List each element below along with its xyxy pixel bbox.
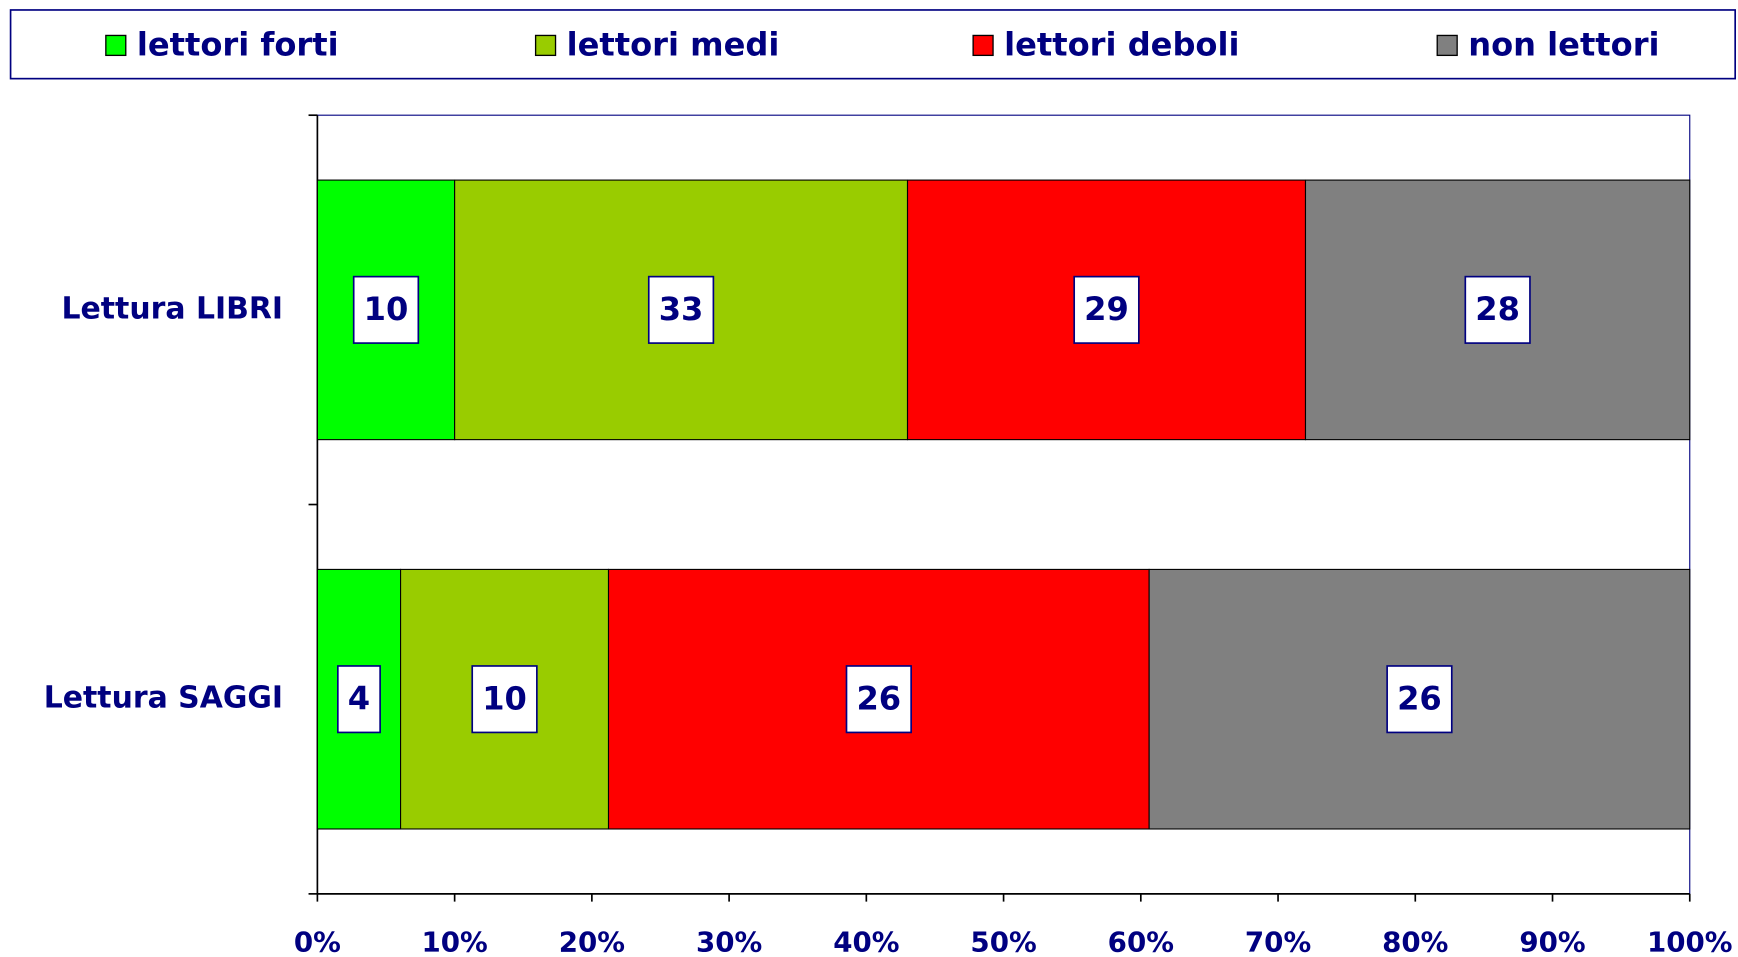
data-label-box bbox=[352, 275, 420, 344]
x-tick-label: 80% bbox=[1382, 926, 1448, 957]
data-label: 29 bbox=[1084, 290, 1129, 328]
data-label-box bbox=[471, 665, 538, 734]
x-tick-label: 10% bbox=[421, 926, 487, 957]
x-tick-label: 70% bbox=[1245, 926, 1311, 957]
x-tick-label: 30% bbox=[696, 926, 762, 957]
data-label: 10 bbox=[482, 679, 527, 717]
data-label-box bbox=[1073, 275, 1140, 344]
legend-swatch bbox=[105, 34, 127, 57]
y-tick-label: Lettura LIBRI bbox=[61, 291, 283, 326]
data-label: 10 bbox=[364, 290, 409, 328]
legend-label: non lettori bbox=[1468, 26, 1659, 64]
legend-label: lettori medi bbox=[567, 26, 780, 64]
data-label-box bbox=[1386, 665, 1453, 734]
data-label-box bbox=[337, 665, 381, 734]
data-label: 26 bbox=[856, 679, 901, 717]
legend-swatch bbox=[972, 34, 994, 57]
legend-swatch bbox=[1436, 34, 1458, 57]
data-label: 33 bbox=[659, 290, 704, 328]
legend-label: lettori deboli bbox=[1004, 26, 1239, 64]
x-tick-label: 50% bbox=[970, 926, 1036, 957]
data-label-box bbox=[1464, 275, 1531, 344]
x-tick-label: 0% bbox=[294, 926, 341, 957]
y-tick-label: Lettura SAGGI bbox=[44, 681, 283, 716]
data-label-box bbox=[845, 665, 912, 734]
data-label: 26 bbox=[1397, 679, 1442, 717]
x-tick-label: 90% bbox=[1519, 926, 1585, 957]
data-label: 4 bbox=[348, 679, 370, 717]
legend-swatch bbox=[534, 34, 557, 57]
x-tick-label: 60% bbox=[1108, 926, 1174, 957]
x-tick-label: 20% bbox=[559, 926, 625, 957]
x-tick-label: 100% bbox=[1647, 926, 1733, 957]
x-tick-label: 40% bbox=[833, 926, 899, 957]
data-label: 28 bbox=[1475, 290, 1520, 328]
data-label-box bbox=[647, 275, 715, 344]
legend-label: lettori forti bbox=[137, 26, 339, 64]
